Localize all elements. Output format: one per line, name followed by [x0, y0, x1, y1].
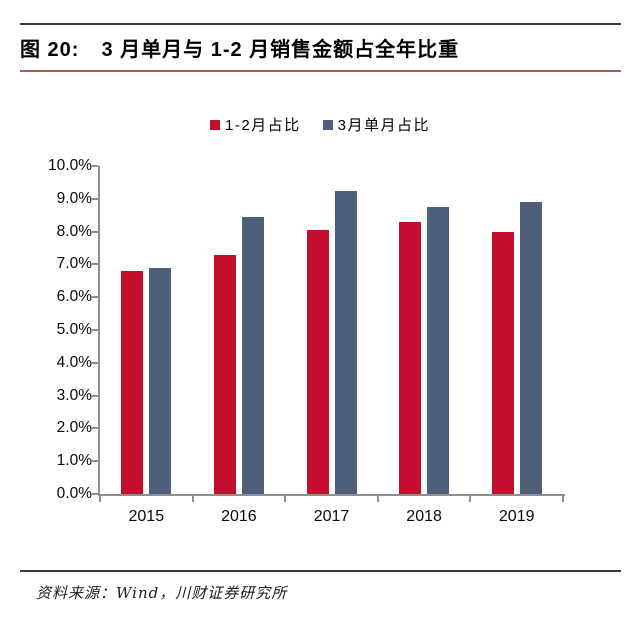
y-axis-tick-label: 9.0%	[56, 189, 92, 207]
y-axis-tick-label: 3.0%	[56, 386, 92, 404]
title-red-underline	[20, 70, 621, 72]
title-top-rule	[20, 23, 621, 25]
x-tick	[284, 496, 287, 502]
bar-2018-series2	[427, 207, 450, 494]
y-axis-tick-label: 1.0%	[56, 452, 92, 470]
bar-2018-series1	[399, 221, 422, 494]
bar-2016-series2	[241, 216, 264, 494]
bar-2016-series1	[213, 254, 236, 494]
x-tick	[99, 496, 101, 502]
y-tick	[92, 427, 98, 430]
bar-2015-series1	[121, 270, 144, 494]
y-tick	[92, 296, 98, 299]
x-axis-line	[98, 494, 565, 496]
legend-swatch-icon	[322, 119, 333, 130]
y-axis-tick-label: 10.0%	[48, 157, 92, 174]
y-tick	[92, 493, 98, 495]
y-tick	[92, 361, 98, 364]
y-axis-tick-label: 4.0%	[56, 353, 92, 371]
bar-2015-series2	[149, 267, 172, 494]
x-axis-tick-label: 2015	[128, 508, 165, 525]
x-tick	[376, 496, 379, 502]
x-tick	[562, 496, 564, 502]
legend-item-2: 3月单月占比	[322, 114, 431, 135]
legend-label: 1-2月占比	[224, 117, 301, 134]
x-axis-tick-label: 2018	[406, 508, 442, 525]
legend-swatch-icon	[209, 119, 220, 130]
footer-rule	[20, 570, 621, 572]
y-axis-line	[98, 166, 100, 496]
y-tick	[92, 230, 98, 233]
y-axis-tick-label: 0.0%	[56, 485, 92, 502]
y-axis-tick-label: 8.0%	[56, 222, 92, 240]
x-axis-tick-label: 2017	[313, 508, 350, 525]
bar-2017-series2	[334, 190, 357, 494]
x-axis-tick-label: 2016	[221, 508, 257, 525]
bar-2019-series2	[519, 202, 542, 494]
y-tick	[92, 263, 98, 266]
chart-legend: 1-2月占比 3月单月占比	[0, 114, 640, 135]
y-tick	[92, 394, 98, 397]
y-tick	[92, 329, 98, 331]
bar-2017-series1	[306, 229, 329, 494]
bar-2019-series1	[491, 231, 514, 494]
y-axis-tick-label: 7.0%	[56, 255, 92, 273]
y-tick	[92, 165, 98, 167]
figure-title-text: 3 月单月与 1-2 月销售金额占全年比重	[101, 39, 460, 61]
x-axis-tick-label: 2019	[498, 508, 535, 525]
x-tick	[469, 496, 472, 502]
x-tick	[191, 496, 194, 502]
legend-label: 3月单月占比	[337, 117, 431, 134]
y-axis-tick-label: 5.0%	[56, 321, 92, 338]
bar-chart: 0.0% 1.0% 2.0% 3.0% 4.0% 5.0% 6.0% 7.0% 8.0% 9.0%…	[48, 157, 565, 525]
y-tick	[92, 460, 98, 463]
y-axis-tick-label: 2.0%	[56, 419, 92, 437]
y-axis-tick-label: 6.0%	[56, 288, 92, 306]
figure-number: 图 20:	[20, 39, 80, 61]
legend-item-1: 1-2月占比	[209, 114, 301, 135]
source-note: 资料来源：Wind，川财证券研究所	[36, 584, 288, 602]
y-tick	[92, 197, 98, 200]
figure-title: 图 20: 3 月单月与 1-2 月销售金额占全年比重	[20, 33, 620, 62]
